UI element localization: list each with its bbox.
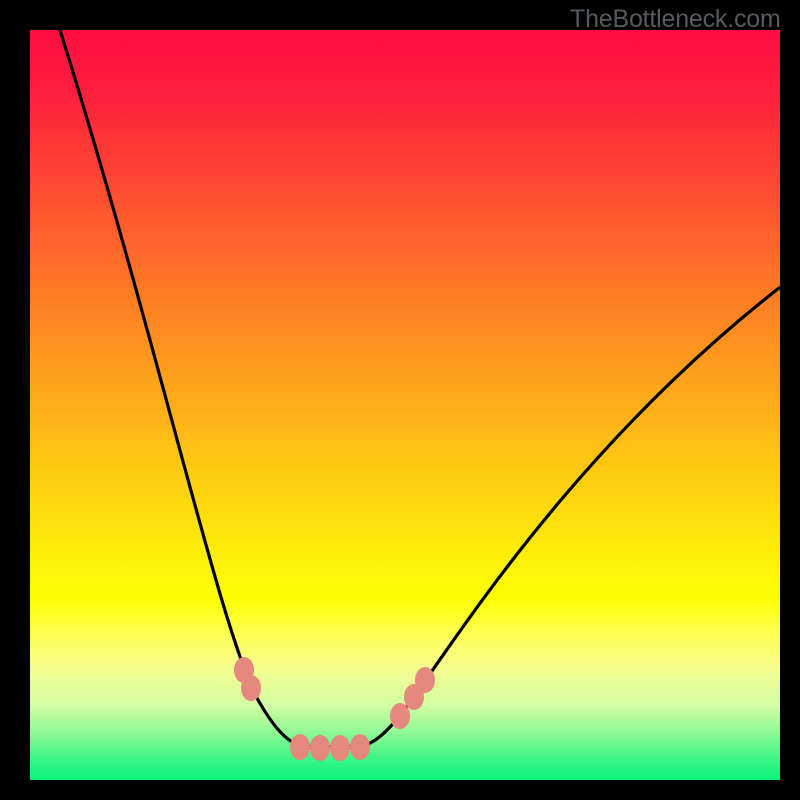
data-marker xyxy=(330,735,350,761)
data-marker xyxy=(310,735,330,761)
data-marker xyxy=(241,675,261,701)
watermark-text: TheBottleneck.com xyxy=(570,5,781,34)
chart-svg xyxy=(0,0,800,800)
data-marker xyxy=(350,734,370,760)
figure-container: TheBottleneck.com xyxy=(0,0,800,800)
data-marker xyxy=(415,667,435,693)
plot-background xyxy=(30,30,780,780)
data-marker xyxy=(390,703,410,729)
data-marker xyxy=(290,734,310,760)
